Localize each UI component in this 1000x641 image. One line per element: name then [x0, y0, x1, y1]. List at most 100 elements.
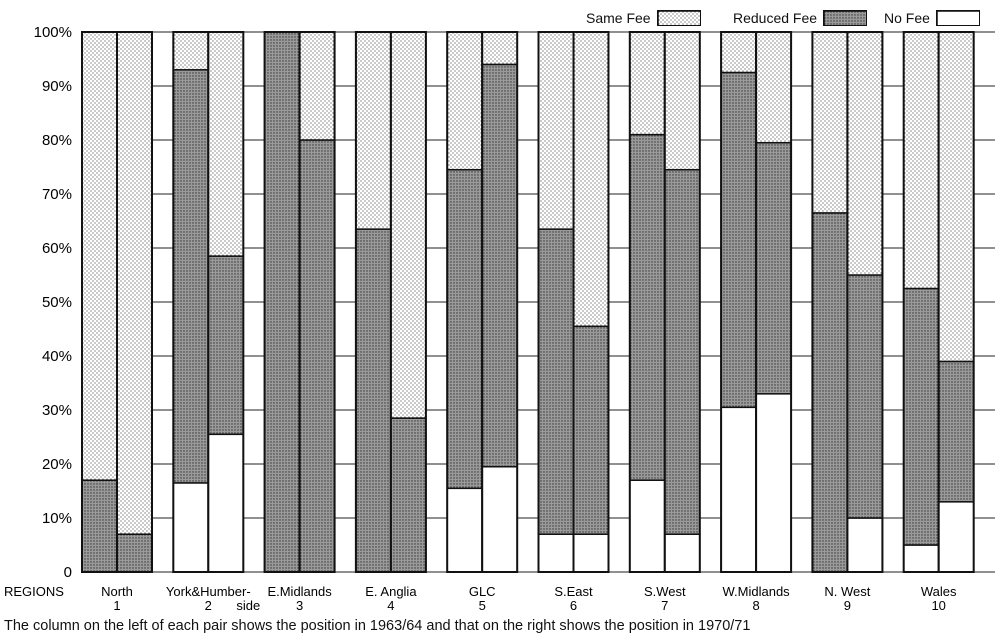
region-label: E.Midlands: [267, 584, 332, 599]
bar-segment-same-fee: [572, 31, 610, 328]
bar-segment-same-fee: [902, 31, 940, 290]
region-label: Wales: [921, 584, 957, 599]
caption-year: 1970/71: [698, 618, 751, 634]
bar-segment-reduced-fee: [481, 63, 518, 468]
bar-segment-no-fee: [572, 533, 610, 573]
region-number: 3: [296, 598, 303, 613]
bar-segment-same-fee: [664, 31, 701, 171]
region-label: W.Midlands: [722, 584, 790, 599]
bar-outline: [481, 31, 519, 573]
bar-segment-reduced-fee: [664, 168, 701, 535]
bar-segment-same-fee: [355, 31, 392, 230]
legend-swatch-reduced-fee: [823, 10, 868, 26]
legend-no-fee: No Fee: [884, 8, 980, 28]
bars: [81, 31, 975, 573]
bar-segment-same-fee: [481, 31, 518, 66]
region-number: 1: [113, 598, 120, 613]
bar-segment-no-fee: [481, 465, 518, 573]
bar-segment-no-fee: [937, 501, 975, 573]
y-tick-label: 90%: [42, 78, 72, 95]
bar-segment-no-fee: [629, 479, 666, 573]
bar-segment-reduced-fee: [537, 228, 575, 535]
bar-outline: [207, 31, 245, 573]
bar-segment-no-fee: [755, 393, 792, 573]
region-number: 7: [661, 598, 668, 613]
legend-same-fee: Same Fee: [586, 8, 701, 28]
region-label: North: [101, 584, 133, 599]
bar-segment-reduced-fee: [811, 212, 849, 573]
bar-segment-reduced-fee: [207, 255, 245, 436]
region-label: S.West: [644, 584, 686, 599]
y-tick-label: 60%: [42, 240, 72, 257]
legend-reduced-fee: Reduced Fee: [733, 8, 868, 28]
region-label: York&Humber-: [166, 584, 251, 599]
bar-outline: [116, 31, 153, 573]
bar-outline: [755, 31, 793, 573]
region-number: 8: [752, 598, 759, 613]
bar-outline: [663, 31, 701, 573]
legend-swatch-same-fee: [656, 10, 701, 26]
bar-segment-same-fee: [207, 31, 245, 257]
region-label: S.East: [554, 584, 593, 599]
bar-segment-reduced-fee: [629, 133, 666, 481]
region-label: N. West: [824, 584, 870, 599]
bar-segment-same-fee: [446, 31, 483, 171]
bar-segment-same-fee: [720, 31, 757, 74]
bar-segment-no-fee: [846, 517, 884, 573]
bar-segment-reduced-fee: [846, 274, 884, 519]
bar-segment-no-fee: [902, 544, 940, 573]
chart-caption: The column on the left of each pair show…: [4, 618, 750, 634]
bar-outline: [572, 31, 610, 573]
bar-segment-reduced-fee: [116, 533, 153, 573]
bar-segment-same-fee: [755, 31, 792, 144]
region-number: 2: [205, 598, 212, 613]
bar-segment-same-fee: [390, 31, 427, 419]
legend-swatch-no-fee: [935, 10, 980, 26]
bar-outline: [937, 31, 975, 573]
bar-outline: [298, 31, 336, 573]
region-number: 9: [844, 598, 851, 613]
region-number: 10: [931, 598, 945, 613]
y-tick-label: 100%: [34, 24, 72, 41]
y-tick-label: 80%: [42, 132, 72, 149]
bar-segment-same-fee: [537, 31, 575, 230]
bar-outline: [389, 31, 427, 573]
bar-segment-reduced-fee: [755, 141, 792, 395]
bar-segment-no-fee: [446, 487, 483, 573]
region-label: E. Anglia: [365, 584, 417, 599]
region-label: GLC: [469, 584, 496, 599]
bar-segment-same-fee: [846, 31, 884, 276]
bar-segment-reduced-fee: [298, 139, 336, 573]
region-number: 4: [387, 598, 394, 613]
bar-segment-no-fee: [172, 482, 210, 573]
bar-segment-same-fee: [811, 31, 849, 214]
y-tick-label: 50%: [42, 294, 72, 311]
bar-segment-reduced-fee: [172, 69, 210, 484]
bar-segment-reduced-fee: [355, 228, 392, 573]
bar-segment-no-fee: [720, 406, 757, 573]
caption-text: The column on the left of each pair show…: [4, 618, 694, 634]
bar-segment-reduced-fee: [263, 31, 301, 573]
bar-segment-reduced-fee: [720, 71, 757, 409]
y-tick-label: 10%: [42, 510, 72, 527]
bar-segment-same-fee: [172, 31, 210, 71]
region-number: 5: [479, 598, 486, 613]
region-label-continued: side: [236, 598, 260, 613]
bar-segment-reduced-fee: [446, 168, 483, 490]
bar-segment-same-fee: [116, 31, 153, 535]
y-tick-label: 0: [64, 564, 72, 581]
y-tick-label: 40%: [42, 348, 72, 365]
y-tick-label: 70%: [42, 186, 72, 203]
bar-segment-same-fee: [298, 31, 336, 141]
bar-segment-same-fee: [81, 31, 118, 481]
bar-outline: [846, 31, 884, 573]
bar-segment-reduced-fee: [390, 417, 427, 573]
bar-segment-same-fee: [937, 31, 975, 363]
y-tick-label: 20%: [42, 456, 72, 473]
bar-segment-no-fee: [207, 433, 245, 573]
y-tick-label: 30%: [42, 402, 72, 419]
bar-segment-same-fee: [629, 31, 666, 136]
legend-label-no-fee: No Fee: [884, 10, 930, 26]
